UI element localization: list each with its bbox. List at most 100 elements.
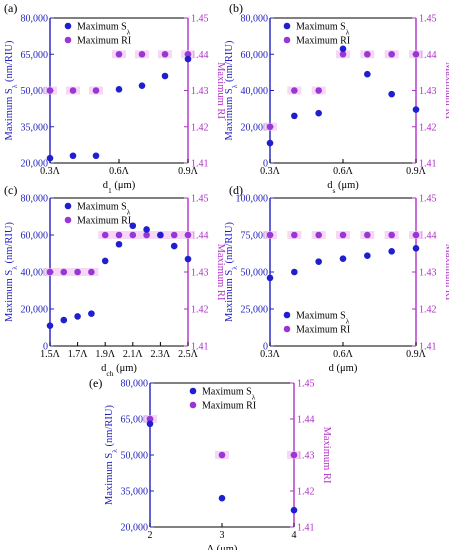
ri-data-point bbox=[291, 231, 298, 239]
s-lambda-data-point bbox=[69, 152, 77, 160]
y-right-tick-label: 1.41 bbox=[297, 523, 315, 534]
ri-data-point bbox=[60, 268, 68, 276]
s-lambda-data-point bbox=[88, 310, 95, 317]
s-lambda-data-point bbox=[146, 420, 154, 428]
s-lambda-data-point bbox=[157, 231, 164, 239]
ri-data-point bbox=[143, 231, 150, 239]
ri-data-point bbox=[412, 50, 420, 58]
legend-marker-s-lambda bbox=[283, 22, 291, 30]
legend-marker-s-lambda bbox=[283, 311, 291, 319]
y-right-tick-label: 1.41 bbox=[191, 159, 209, 170]
y-left-tick-label: 60,000 bbox=[21, 231, 49, 242]
x-tick-label: 0.9Λ bbox=[178, 166, 199, 177]
s-lambda-data-point bbox=[364, 252, 371, 260]
s-lambda-data-point bbox=[364, 70, 371, 78]
legend-label-ri: Maximum RI bbox=[202, 401, 256, 412]
y-right-tick-label: 1.43 bbox=[419, 268, 437, 279]
y-left-tick-label: 20,000 bbox=[241, 122, 269, 133]
s-lambda-data-point bbox=[339, 255, 347, 262]
y-right-tick-label: 1.45 bbox=[419, 194, 437, 205]
y-left-tick-label: 0 bbox=[263, 159, 268, 170]
ri-data-point bbox=[74, 268, 81, 276]
ri-data-point bbox=[88, 268, 95, 276]
legend-marker-s-lambda bbox=[64, 22, 72, 30]
s-lambda-data-point bbox=[184, 55, 192, 63]
y-right-axis-label: Maximum RI bbox=[443, 244, 449, 301]
y-left-axis-label: Maximum Sλ (nm/RIU) bbox=[4, 40, 19, 140]
ri-data-point bbox=[46, 87, 54, 94]
x-tick-label: 2.5Λ bbox=[178, 349, 199, 360]
s-lambda-data-point bbox=[412, 245, 420, 252]
s-lambda-data-point bbox=[129, 222, 137, 230]
x-axis-label: ds (μm) bbox=[327, 180, 359, 195]
y-left-tick-label: 40,000 bbox=[241, 86, 269, 97]
y-left-axis-label: Maximum Sλ (nm/RIU) bbox=[224, 40, 239, 140]
y-right-tick-label: 1.41 bbox=[191, 342, 209, 353]
y-right-tick-label: 1.43 bbox=[297, 451, 315, 462]
y-right-tick-label: 1.42 bbox=[419, 305, 437, 316]
y-left-tick-label: 60,000 bbox=[241, 50, 269, 61]
y-left-tick-label: 0 bbox=[263, 342, 268, 353]
ri-data-point bbox=[412, 231, 420, 239]
ri-data-point bbox=[161, 50, 169, 58]
ri-data-point bbox=[291, 87, 298, 94]
y-left-tick-label: 0 bbox=[43, 342, 48, 353]
legend-label-ri: Maximum RI bbox=[77, 36, 131, 47]
s-lambda-data-point bbox=[291, 268, 298, 276]
y-left-axis-label: Maximum Sλ (nm/RIU) bbox=[4, 222, 19, 322]
s-lambda-data-point bbox=[115, 240, 123, 248]
ri-data-point bbox=[388, 50, 395, 58]
y-right-tick-label: 1.41 bbox=[419, 159, 437, 170]
s-lambda-data-point bbox=[266, 274, 274, 282]
s-lambda-data-point bbox=[388, 247, 395, 255]
y-right-axis-label: Maximum RI bbox=[215, 62, 226, 119]
ri-data-point bbox=[46, 268, 54, 276]
legend-marker-ri bbox=[283, 36, 291, 44]
chart-panel-b: (b) 0.3Λ 0.6Λ 0.9Λ 0 20,000 40,000 60,000 80,000… bbox=[224, 1, 449, 195]
legend-marker-ri bbox=[64, 36, 72, 44]
legend-marker-s-lambda bbox=[189, 387, 197, 395]
x-tick-label: 0.3Λ bbox=[260, 349, 281, 360]
s-lambda-data-point bbox=[46, 322, 54, 329]
y-left-tick-label: 80,000 bbox=[121, 379, 149, 390]
legend-marker-s-lambda bbox=[64, 202, 72, 210]
y-right-tick-label: 1.45 bbox=[297, 379, 315, 390]
x-tick-label: 0.6Λ bbox=[109, 166, 130, 177]
ri-data-point bbox=[115, 50, 123, 58]
panel-label: (c) bbox=[4, 183, 17, 197]
s-lambda-data-point bbox=[170, 242, 178, 250]
x-tick-label: 0.6Λ bbox=[333, 349, 354, 360]
s-lambda-data-point bbox=[339, 45, 347, 53]
y-left-tick-label: 50,000 bbox=[21, 86, 49, 97]
legend-label-ri: Maximum RI bbox=[77, 216, 131, 227]
x-tick-label: 2.3Λ bbox=[151, 349, 172, 360]
x-axis-label: d1 (μm) bbox=[103, 180, 136, 195]
y-left-tick-label: 75,000 bbox=[241, 231, 269, 242]
ri-data-point bbox=[364, 50, 371, 58]
legend-label-s-lambda: Maximum Sλ bbox=[296, 311, 350, 326]
ri-data-point bbox=[266, 231, 274, 239]
x-tick-label: 1.5Λ bbox=[40, 349, 61, 360]
s-lambda-data-point bbox=[138, 82, 146, 89]
ri-data-point bbox=[170, 231, 178, 239]
y-right-tick-label: 1.42 bbox=[419, 122, 437, 133]
ri-data-point bbox=[115, 231, 123, 239]
x-tick-label: 0.9Λ bbox=[406, 349, 427, 360]
x-tick-label: 0.3Λ bbox=[260, 166, 281, 177]
s-lambda-data-point bbox=[184, 255, 192, 263]
x-tick-label: 1.7Λ bbox=[68, 349, 89, 360]
legend-marker-ri bbox=[64, 216, 72, 224]
ri-data-point bbox=[69, 87, 77, 94]
s-lambda-data-point bbox=[46, 154, 54, 162]
chart-panel-e: (e) 2 3 4 20,000 35,000 50,000 65,000 80,000 1.41… bbox=[89, 376, 332, 550]
y-right-axis-label: Maximum RI bbox=[215, 244, 226, 301]
legend-label-s-lambda: Maximum Sλ bbox=[77, 22, 131, 37]
ri-data-point bbox=[129, 231, 137, 239]
chart-panel-d: (d) 0.3Λ 0.6Λ 0.9Λ 0 25,000 50,000 75,000 100,00… bbox=[224, 183, 449, 374]
panel-label: (b) bbox=[229, 1, 243, 15]
y-left-tick-label: 80,000 bbox=[21, 14, 49, 25]
x-tick-label: 4 bbox=[292, 530, 297, 541]
y-right-tick-label: 1.43 bbox=[191, 268, 209, 279]
legend-marker-ri bbox=[189, 401, 197, 409]
y-right-tick-label: 1.42 bbox=[297, 487, 315, 498]
